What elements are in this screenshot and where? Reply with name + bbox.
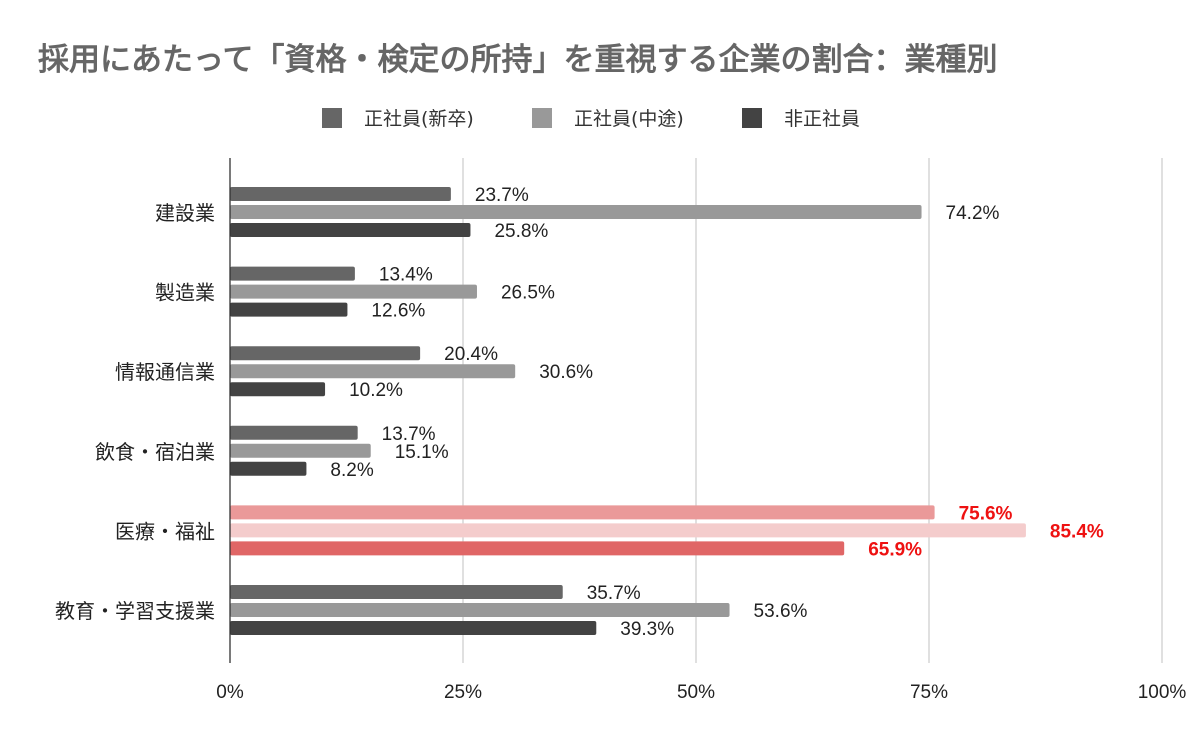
bar xyxy=(230,461,307,476)
bar xyxy=(230,523,1026,538)
category-label: 情報通信業 xyxy=(115,360,215,384)
value-label: 12.6% xyxy=(371,301,425,322)
bar xyxy=(230,443,371,458)
x-tick-label: 100% xyxy=(1138,682,1187,703)
bar xyxy=(230,585,563,599)
value-label: 30.6% xyxy=(539,362,593,383)
legend-swatch xyxy=(322,108,342,128)
category-label: 製造業 xyxy=(155,281,215,305)
category-label: 飲食・宿泊業 xyxy=(95,440,215,464)
bar xyxy=(230,205,922,219)
value-label: 23.7% xyxy=(475,185,529,206)
value-label: 85.4% xyxy=(1050,521,1104,542)
x-tick-label: 50% xyxy=(677,682,715,703)
x-tick-label: 25% xyxy=(444,682,482,703)
bar xyxy=(230,284,477,299)
value-label: 39.3% xyxy=(620,619,674,640)
value-label: 65.9% xyxy=(868,539,922,560)
x-tick-label: 75% xyxy=(910,682,948,703)
chart-title: 採用にあたって「資格・検定の所持」を重視する企業の割合：業種別 xyxy=(38,42,997,78)
bars xyxy=(230,187,1026,635)
x-tick-label: 0% xyxy=(216,682,244,703)
value-label: 8.2% xyxy=(330,460,373,481)
bar xyxy=(230,302,348,317)
legend-label: 正社員(中途) xyxy=(574,108,684,130)
legend-label: 正社員(新卒) xyxy=(364,108,474,130)
value-label: 15.1% xyxy=(395,442,449,463)
legend: 正社員(新卒) 正社員(中途) 非正社員 xyxy=(322,108,860,130)
value-label: 10.2% xyxy=(349,380,403,401)
x-tick-labels: 0% 25% 50% 75% 100% xyxy=(216,682,1186,703)
value-label: 53.6% xyxy=(754,601,808,622)
value-label: 13.7% xyxy=(382,424,436,445)
gridlines xyxy=(462,158,1163,663)
value-labels: 23.7% 74.2% 25.8% 13.4% 26.5% 12.6% 20.4% 30.6%… xyxy=(330,185,1103,640)
bar xyxy=(230,346,421,361)
bar xyxy=(230,382,326,397)
category-label: 建設業 xyxy=(155,201,215,225)
value-label: 75.6% xyxy=(959,503,1013,524)
legend-label: 非正社員 xyxy=(784,108,860,130)
bar xyxy=(230,425,358,440)
value-label: 13.4% xyxy=(379,265,433,286)
value-label: 74.2% xyxy=(946,203,1000,224)
bar xyxy=(230,505,935,520)
value-label: 25.8% xyxy=(494,221,548,242)
bar xyxy=(230,541,845,556)
bar xyxy=(230,364,516,379)
bar xyxy=(230,187,451,201)
bar xyxy=(230,223,471,237)
category-label: 医療・福祉 xyxy=(115,519,215,543)
value-label: 35.7% xyxy=(587,583,641,604)
legend-swatch xyxy=(532,108,552,128)
category-label: 教育・学習支援業 xyxy=(55,599,215,623)
bar xyxy=(230,266,355,281)
value-label: 26.5% xyxy=(501,283,555,304)
bar xyxy=(230,621,597,635)
bar xyxy=(230,603,730,617)
value-label: 20.4% xyxy=(444,344,498,365)
legend-swatch xyxy=(742,108,762,128)
